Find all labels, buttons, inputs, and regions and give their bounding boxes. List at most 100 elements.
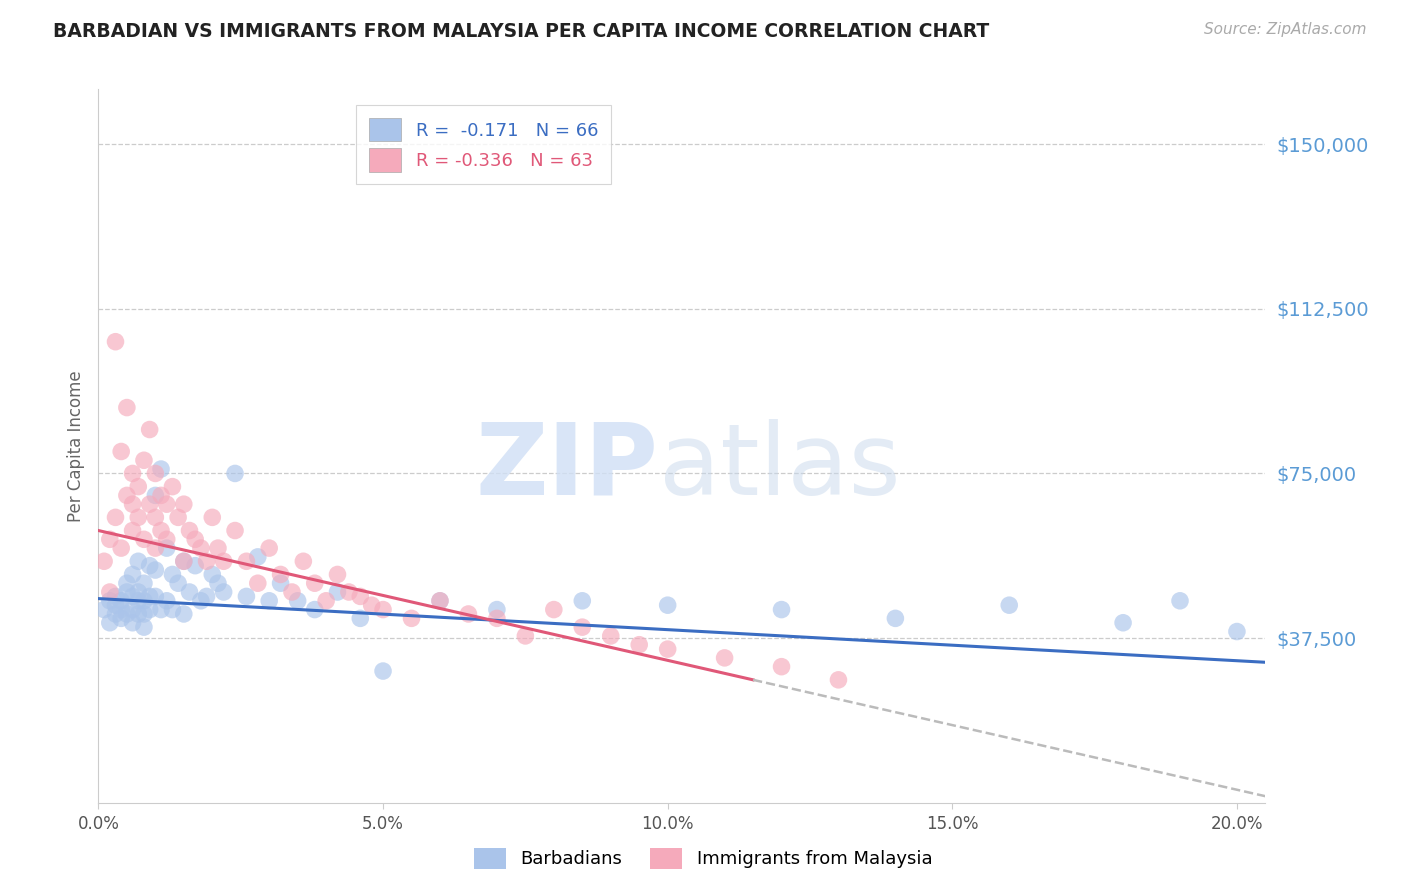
Point (315, 594, 337, 608)
Point (207, 576, 229, 591)
Point (121, 590, 143, 604)
Point (304, 602, 326, 616)
Point (235, 554, 257, 568)
Point (132, 594, 155, 608)
Point (235, 590, 257, 604)
Point (515, 629, 537, 643)
Point (93, 554, 115, 568)
Point (884, 611, 907, 625)
Point (429, 594, 451, 608)
Point (156, 497, 179, 511)
Point (143, 563, 166, 577)
Point (1112, 615, 1135, 630)
Point (127, 594, 149, 608)
Point (628, 638, 651, 652)
Point (167, 576, 190, 591)
Point (156, 594, 179, 608)
Point (110, 602, 132, 616)
Point (162, 602, 184, 616)
Point (246, 576, 269, 591)
Point (127, 480, 149, 494)
Text: Source: ZipAtlas.com: Source: ZipAtlas.com (1204, 22, 1367, 37)
Point (150, 488, 173, 502)
Point (184, 533, 207, 547)
Point (371, 602, 394, 616)
Point (115, 401, 138, 415)
Point (121, 567, 143, 582)
Point (543, 602, 565, 616)
Text: BARBADIAN VS IMMIGRANTS FROM MALAYSIA PER CAPITA INCOME CORRELATION CHART: BARBADIAN VS IMMIGRANTS FROM MALAYSIA PE… (53, 22, 990, 41)
Point (827, 673, 849, 687)
Point (121, 615, 143, 630)
Point (246, 549, 269, 564)
Point (121, 602, 143, 616)
Point (485, 602, 508, 616)
Point (173, 607, 195, 621)
Point (98, 585, 121, 599)
Point (132, 533, 155, 547)
Point (143, 488, 166, 502)
Point (93, 602, 115, 616)
Point (150, 462, 173, 476)
Point (104, 510, 127, 524)
Point (257, 594, 280, 608)
Point (110, 541, 132, 555)
Point (115, 607, 138, 621)
Point (195, 590, 218, 604)
Point (326, 567, 349, 582)
Point (115, 488, 138, 502)
Point (150, 524, 173, 538)
Point (195, 554, 218, 568)
Point (257, 541, 280, 555)
Point (121, 467, 143, 481)
Point (156, 541, 179, 555)
Point (184, 558, 207, 573)
Point (485, 611, 508, 625)
Point (270, 567, 292, 582)
Point (127, 585, 149, 599)
Point (281, 585, 304, 599)
Point (167, 510, 190, 524)
Point (1168, 594, 1191, 608)
Point (304, 576, 326, 591)
Point (121, 497, 143, 511)
Point (179, 524, 201, 538)
Point (143, 590, 166, 604)
Point (401, 611, 423, 625)
Point (224, 524, 246, 538)
Point (143, 467, 166, 481)
Point (110, 444, 132, 458)
Point (138, 558, 160, 573)
Point (201, 567, 224, 582)
Point (292, 554, 315, 568)
Point (104, 598, 127, 612)
Point (429, 594, 451, 608)
Point (657, 642, 679, 657)
Point (98, 594, 121, 608)
Point (121, 524, 143, 538)
Point (98, 615, 121, 630)
Point (770, 602, 793, 616)
Point (337, 585, 360, 599)
Point (138, 423, 160, 437)
Point (127, 607, 149, 621)
Point (115, 576, 138, 591)
Point (571, 620, 593, 634)
Point (770, 659, 793, 673)
Point (349, 590, 371, 604)
Point (173, 497, 195, 511)
Legend: Barbadians, Immigrants from Malaysia: Barbadians, Immigrants from Malaysia (467, 840, 939, 876)
Point (190, 594, 212, 608)
Point (138, 497, 160, 511)
Point (287, 594, 309, 608)
Point (179, 585, 201, 599)
Point (150, 602, 173, 616)
Point (173, 554, 195, 568)
Point (143, 541, 166, 555)
Point (270, 576, 292, 591)
Point (326, 585, 349, 599)
Point (110, 594, 132, 608)
Point (132, 607, 155, 621)
Point (457, 607, 479, 621)
Point (1226, 624, 1249, 639)
